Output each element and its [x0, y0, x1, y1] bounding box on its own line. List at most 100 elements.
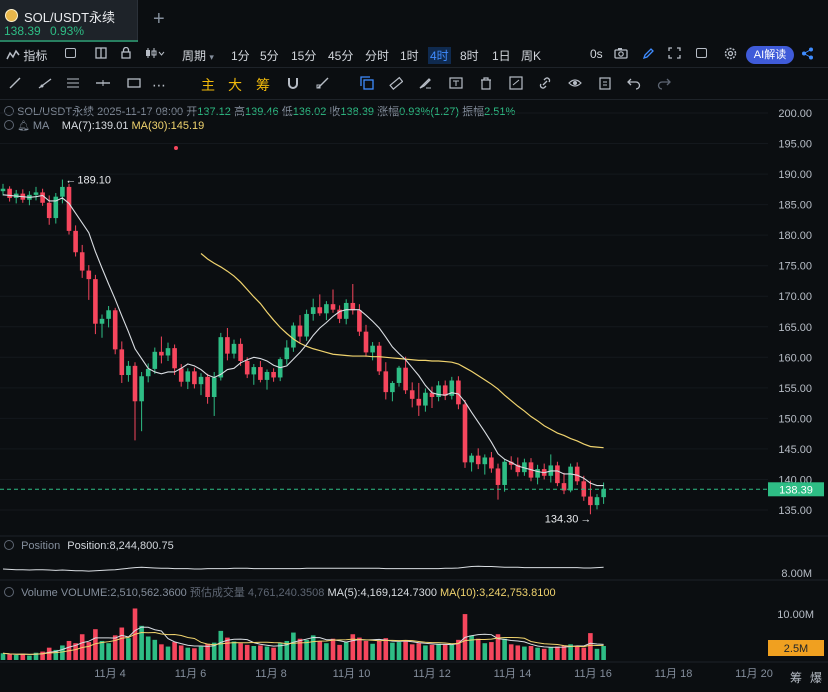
candle-body — [594, 497, 600, 506]
interval-1m[interactable]: 1分 — [231, 49, 250, 63]
ruler-icon[interactable] — [387, 76, 405, 94]
volume-bar — [165, 646, 171, 660]
add-tab-button[interactable]: + — [153, 8, 165, 30]
lock-icon[interactable] — [120, 46, 132, 62]
candle-body — [489, 457, 494, 469]
volume-bar — [60, 645, 65, 660]
candle-body — [304, 313, 309, 337]
candle-body — [33, 192, 39, 195]
brush-icon[interactable] — [416, 76, 434, 94]
pen-icon[interactable] — [642, 47, 655, 62]
interval-15m[interactable]: 15分 — [291, 49, 317, 63]
interval-4h[interactable]: 4时 — [428, 47, 451, 64]
arrow-left-icon: ← — [65, 175, 76, 187]
candle-body — [383, 371, 389, 393]
chevron-down-icon: ▾ — [209, 52, 214, 62]
expand-icon[interactable] — [696, 47, 707, 61]
candle-body — [522, 462, 527, 473]
volume-bar — [145, 636, 151, 660]
candle-type-icon[interactable] — [145, 47, 165, 62]
candle-body — [205, 376, 210, 398]
volume-bar — [489, 642, 494, 660]
volume-bar — [449, 644, 455, 660]
rectangle-tool-icon[interactable] — [125, 76, 143, 94]
candle-body — [251, 367, 257, 375]
more-tools-icon[interactable]: ⋯ — [152, 77, 166, 93]
countdown: 0s — [590, 47, 603, 61]
chip-toggle[interactable]: 筹 — [256, 77, 270, 93]
toggle-circle-icon[interactable] — [4, 120, 14, 130]
redo-icon[interactable] — [655, 76, 673, 94]
main-chart-toggle[interactable]: 主 — [201, 77, 215, 93]
price-tick: 140.00 — [778, 474, 812, 486]
ai-interpret-button[interactable]: AI解读 — [746, 46, 794, 64]
toggle-circle-icon[interactable] — [4, 106, 14, 116]
candle-body — [0, 188, 6, 192]
gear-icon[interactable] — [724, 47, 737, 63]
indicator-icon — [6, 49, 20, 60]
magnet-icon[interactable] — [284, 76, 302, 94]
high-label: 高 — [233, 106, 245, 118]
volume-bar — [495, 634, 501, 660]
copy-icon[interactable] — [358, 76, 376, 94]
undo-icon[interactable] — [625, 76, 643, 94]
volume-bar — [429, 644, 435, 660]
grid-lines — [0, 112, 768, 511]
volume-bar — [555, 646, 560, 660]
text-tool-icon[interactable] — [447, 76, 465, 94]
interval-45m[interactable]: 45分 — [328, 49, 354, 63]
interval-1d[interactable]: 1日 — [492, 49, 511, 63]
liquidation-button[interactable]: 爆 — [810, 671, 823, 685]
interval-timeshare[interactable]: 分时 — [365, 49, 390, 63]
indicators-button[interactable]: 指标 — [6, 47, 47, 64]
position-value: Position:8,244,800.75 — [67, 540, 174, 552]
note-icon[interactable] — [507, 76, 525, 94]
volume-bar — [522, 646, 527, 660]
ray-tool-icon[interactable] — [36, 76, 54, 94]
camera-icon[interactable] — [614, 47, 628, 62]
date-tick: 11月 12 — [413, 668, 451, 680]
chip-button[interactable]: 筹 — [790, 671, 803, 685]
fullscreen-icon[interactable] — [668, 47, 681, 62]
price-tick: 200.00 — [778, 108, 812, 120]
trendline-tool-icon[interactable] — [6, 76, 24, 94]
volume-bar — [73, 643, 78, 660]
price-axis: 200.00 195.00 190.00 185.00 180.00 175.00 170.… — [778, 108, 812, 517]
candle-body — [46, 202, 52, 219]
layout-grid-icon[interactable] — [95, 47, 107, 62]
volume-bar — [574, 646, 580, 660]
period-dropdown[interactable]: 周期 ▾ — [182, 47, 214, 64]
share-icon[interactable] — [801, 47, 814, 63]
horizontal-line-icon[interactable] — [94, 76, 112, 94]
interval-8h[interactable]: 8时 — [460, 49, 479, 63]
volume-bar — [106, 643, 111, 660]
interval-1w[interactable]: 周K — [521, 49, 542, 63]
bell-icon[interactable]: 🔔︎ — [17, 121, 30, 132]
big-order-toggle[interactable]: 大 — [228, 77, 242, 93]
candle-body — [561, 483, 567, 491]
price-tick: 145.00 — [778, 444, 812, 456]
candle-body — [416, 398, 422, 406]
candle-body — [172, 348, 177, 369]
eye-icon[interactable] — [566, 76, 584, 94]
price-tick: 155.00 — [778, 383, 812, 395]
clipboard-icon[interactable] — [596, 76, 614, 94]
collapse-icon[interactable] — [4, 587, 14, 597]
candle-body — [106, 310, 111, 319]
calendar-icon[interactable] — [65, 47, 76, 61]
measure-icon[interactable] — [314, 76, 332, 94]
interval-5m[interactable]: 5分 — [260, 49, 279, 63]
link-icon[interactable] — [536, 76, 554, 94]
candle-body — [152, 351, 158, 369]
parallel-lines-icon[interactable] — [64, 76, 82, 94]
trash-icon[interactable] — [477, 76, 495, 94]
collapse-icon[interactable] — [4, 540, 14, 550]
tab-sol-usdt[interactable]: SOL/USDT永续 138.39 0.93% — [0, 0, 138, 42]
volume-bar — [588, 633, 593, 660]
low-annotation: 134.30 → — [545, 513, 592, 525]
volume-info: Volume VOLUME:2,510,562.3600 预估成交量 4,761… — [4, 584, 556, 600]
volume-bar — [251, 646, 257, 660]
interval-1h[interactable]: 1时 — [400, 49, 419, 63]
candle-body — [192, 371, 197, 385]
volume-bar — [568, 644, 573, 660]
